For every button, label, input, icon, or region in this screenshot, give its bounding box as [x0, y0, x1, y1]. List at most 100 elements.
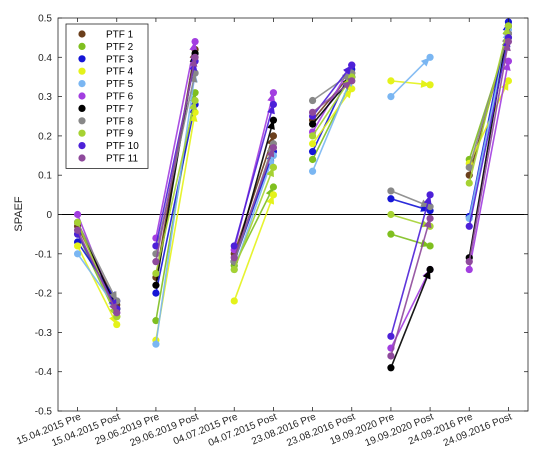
data-point-pre [230, 297, 238, 305]
series-line [311, 88, 353, 145]
data-point-post [113, 309, 121, 317]
series-line [76, 222, 118, 317]
legend-label: PTF 3 [106, 54, 134, 65]
series-line [233, 135, 275, 255]
legend-marker [78, 129, 86, 137]
legend-label: PTF 9 [106, 129, 134, 140]
legend-label: PTF 7 [106, 104, 134, 115]
data-point-post [504, 77, 513, 85]
series-line [76, 245, 118, 325]
legend-marker [78, 142, 86, 150]
y-tick-label: -0.5 [35, 407, 53, 418]
data-point-pre [387, 195, 395, 203]
series-line [155, 41, 196, 239]
data-point-post [504, 37, 513, 46]
data-point-pre [308, 167, 317, 175]
data-point-pre [152, 340, 160, 348]
data-point-post [113, 320, 121, 329]
data-point-post [504, 22, 513, 30]
series-line [468, 33, 510, 168]
data-point-pre [387, 77, 395, 85]
legend-marker [78, 104, 86, 112]
legend-marker [78, 42, 86, 51]
legend-label: PTF 4 [106, 67, 134, 78]
series-line [155, 104, 196, 294]
y-tick-label: 0.1 [38, 171, 52, 182]
series-ptf-4 [73, 77, 513, 344]
data-point-pre [387, 332, 395, 340]
data-point-post [269, 116, 278, 124]
legend-label: PTF 5 [106, 79, 134, 90]
data-point-post [269, 144, 278, 152]
data-point-post [504, 57, 513, 65]
data-point-post [426, 53, 434, 61]
data-point-post [426, 191, 434, 199]
y-axis-title: SPAEF [13, 196, 25, 232]
legend-label: PTF 2 [106, 42, 134, 53]
y-tick-label: 0.2 [38, 131, 52, 142]
series-ptf-9 [73, 22, 513, 321]
series-line [390, 269, 431, 369]
series-layer [73, 18, 513, 372]
series-line [233, 147, 275, 258]
data-point-pre [465, 265, 473, 274]
data-point-post [191, 96, 199, 105]
data-point-post [348, 77, 356, 85]
data-point-pre [387, 352, 395, 360]
y-tick-label: -0.3 [35, 328, 53, 339]
series-line [468, 25, 510, 184]
y-axis: -0.5 -0.4 -0.3 -0.2 -0.1 0 0.1 0.2 0.3 0.4 0.5 [35, 14, 528, 418]
series-ptf-11 [73, 37, 513, 360]
data-point-pre [230, 265, 238, 274]
legend-marker [78, 154, 86, 162]
data-point-pre [308, 155, 317, 164]
data-point-pre [73, 218, 82, 226]
data-point-pre [73, 242, 82, 250]
series-line [155, 72, 196, 345]
legend-label: PTF 8 [106, 116, 134, 127]
data-point-pre [465, 179, 473, 187]
series-line [233, 194, 275, 302]
y-tick-label: -0.2 [35, 289, 53, 300]
series-line [311, 76, 353, 172]
data-point-pre [308, 140, 317, 148]
data-point-pre [387, 187, 395, 195]
data-point-post [269, 100, 278, 109]
data-point-pre [230, 242, 238, 250]
series-line [468, 41, 510, 262]
y-tick-label: -0.1 [35, 249, 53, 260]
y-tick-label: 0.4 [38, 53, 52, 64]
data-point-pre [308, 132, 317, 140]
legend-marker [78, 80, 86, 88]
series-line [390, 218, 431, 357]
data-point-pre [152, 242, 160, 250]
data-point-pre [152, 258, 160, 266]
data-point-pre [387, 93, 395, 101]
legend-label: PTF 1 [106, 30, 134, 41]
legend-label: PTF 11 [106, 154, 138, 165]
legend-marker [78, 67, 86, 75]
data-point-pre [230, 254, 238, 262]
legend-label: PTF 6 [106, 92, 134, 103]
series-line [390, 194, 431, 337]
y-tick-label: -0.4 [35, 367, 53, 378]
legend-marker [78, 55, 86, 63]
series-line [76, 229, 118, 314]
y-tick-label: 0.3 [38, 92, 52, 103]
data-point-pre [73, 250, 82, 258]
data-point-pre [308, 108, 317, 116]
data-point-pre [387, 230, 395, 238]
data-point-post [269, 163, 278, 171]
series-line [155, 57, 196, 262]
data-point-post [269, 132, 278, 140]
series-line [468, 25, 510, 258]
y-tick-label: 0.5 [38, 14, 52, 25]
data-point-pre [465, 258, 473, 266]
data-point-post [269, 191, 278, 199]
series-line [233, 104, 275, 247]
series-line [468, 61, 510, 270]
data-point-pre [465, 222, 473, 230]
data-point-post [426, 203, 434, 211]
arrowhead-marker [420, 79, 431, 88]
